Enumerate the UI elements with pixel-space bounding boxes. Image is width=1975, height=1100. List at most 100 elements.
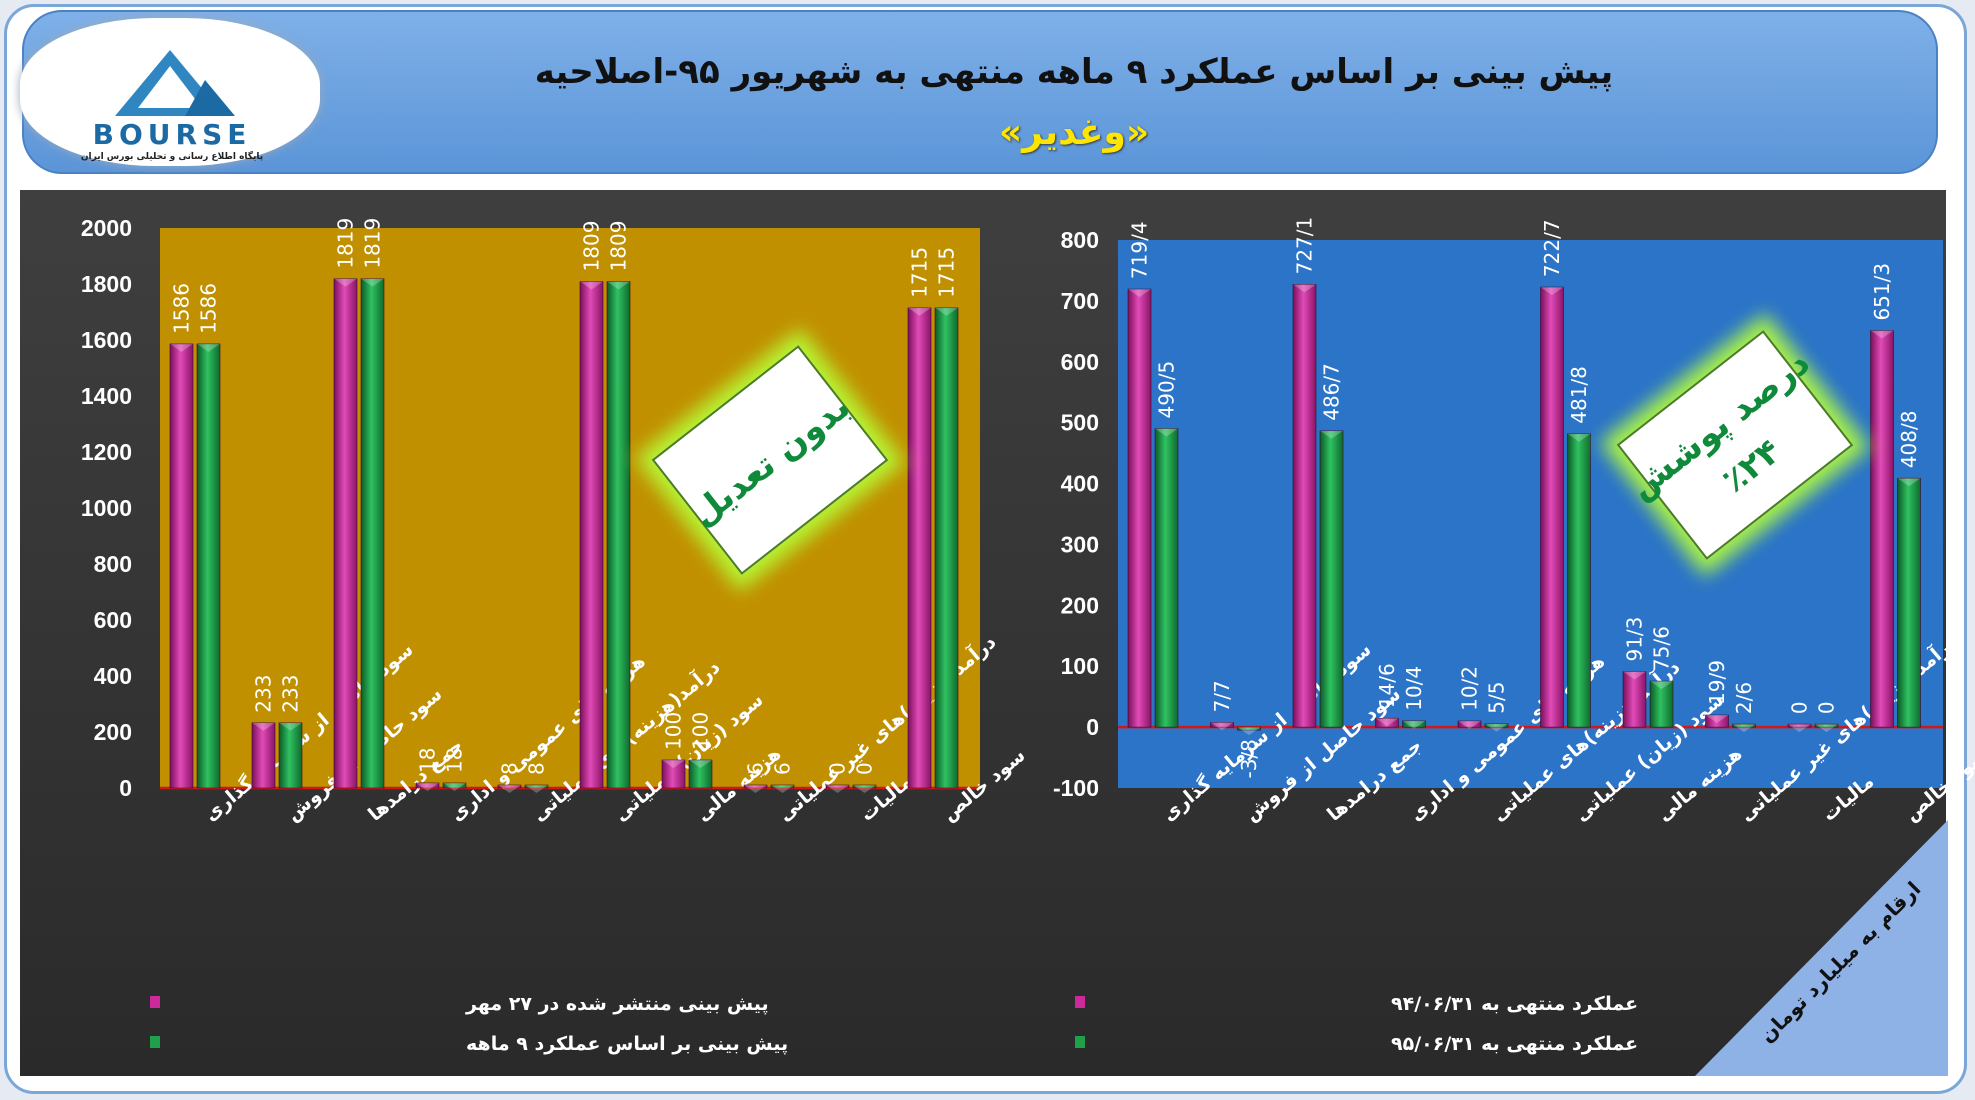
bar — [1705, 714, 1729, 728]
data-label: 481/8 — [1567, 366, 1591, 424]
bar-cap — [1458, 720, 1481, 729]
page-title: پیش بینی بر اساس عملکرد ۹ ماهه منتهی به … — [534, 52, 1614, 92]
y-tick-label: 200 — [94, 719, 132, 745]
y-tick-label: 1000 — [81, 495, 132, 521]
data-label: 8 — [525, 762, 549, 775]
data-label: 10/2 — [1458, 666, 1482, 711]
bar-cap — [1293, 284, 1316, 293]
bar-cap — [1128, 289, 1151, 298]
bar — [661, 759, 686, 789]
data-label: 719/4 — [1128, 221, 1152, 279]
bar-cap — [361, 278, 384, 287]
stamp: بدون تعدیل — [634, 328, 906, 592]
data-label: 1715 — [935, 247, 959, 298]
bar — [1787, 723, 1812, 728]
bar-cap — [1870, 330, 1894, 339]
data-label: 19/9 — [1705, 660, 1729, 705]
bar-cap — [1155, 428, 1178, 437]
bar — [333, 278, 358, 789]
legend-label: پیش بینی منتشر شده در ۲۷ مهر — [465, 993, 769, 1015]
data-label: 7/7 — [1210, 680, 1234, 712]
data-label: 1809 — [580, 221, 604, 272]
data-label: 18 — [443, 748, 467, 773]
y-tick-label: 600 — [94, 607, 132, 633]
bar — [852, 784, 877, 789]
stamp-box — [1616, 330, 1854, 560]
data-label: 0 — [1788, 701, 1812, 714]
bar — [1375, 717, 1399, 728]
y-tick-label: 1800 — [81, 271, 132, 297]
bar — [688, 759, 713, 789]
data-label: 408/8 — [1897, 411, 1921, 469]
bar — [415, 782, 440, 789]
stamp-box — [651, 345, 889, 575]
bar-cap — [1623, 671, 1646, 680]
data-label: 1819 — [334, 218, 358, 269]
y-tick-label: 100 — [1061, 653, 1099, 679]
y-tick-label: 800 — [94, 551, 132, 577]
y-tick-label: 1600 — [81, 327, 132, 353]
bar — [1457, 720, 1482, 728]
company-name: «وغدیر» — [998, 112, 1150, 153]
data-label: 2/6 — [1732, 682, 1756, 714]
bar — [442, 782, 467, 789]
bar — [360, 278, 385, 789]
bar-cap — [935, 307, 958, 316]
bar-cap — [771, 785, 794, 793]
bar-cap — [1375, 718, 1399, 727]
bar — [606, 281, 631, 789]
data-label: 1819 — [361, 218, 385, 269]
data-label: 0 — [853, 762, 877, 775]
data-label: -3/8 — [1237, 739, 1261, 778]
bar-cap — [197, 343, 220, 352]
bar-cap — [1540, 287, 1564, 296]
bar — [1154, 428, 1179, 728]
bar-cap — [416, 782, 439, 791]
legend-label: عملکرد منتهی به ۹۵/۰۶/۳۱ — [1391, 1033, 1638, 1055]
bar-cap — [1237, 727, 1261, 736]
bar — [1237, 726, 1261, 731]
bar — [1402, 720, 1426, 728]
legend-swatch — [150, 996, 160, 1008]
data-label: 233 — [279, 675, 303, 713]
data-label: 14/6 — [1375, 663, 1399, 708]
data-label: 0 — [1815, 701, 1839, 714]
data-label: 6 — [744, 762, 768, 775]
bar — [579, 281, 604, 789]
bar — [1622, 671, 1647, 728]
y-tick-label: 400 — [94, 663, 132, 689]
bar — [497, 784, 522, 789]
bar — [907, 307, 932, 789]
legend-swatch — [1075, 1036, 1085, 1048]
bar-cap — [607, 281, 630, 290]
bar — [743, 784, 768, 789]
bar — [169, 343, 194, 789]
data-label: 0 — [826, 762, 850, 775]
bar — [1649, 680, 1674, 728]
bar-cap — [580, 281, 603, 290]
bar-cap — [443, 782, 466, 791]
logo-tagline: پایگاه اطلاع رسانی و تحلیلی بورس ایران — [80, 152, 264, 162]
bar-cap — [1650, 681, 1673, 690]
data-label: 100 — [689, 712, 713, 750]
bar — [1897, 477, 1921, 728]
legend-swatch — [1075, 996, 1085, 1008]
data-label: 651/3 — [1870, 263, 1894, 321]
bar-cap — [1402, 720, 1426, 729]
data-label: 18 — [416, 748, 440, 773]
data-label: 490/5 — [1155, 361, 1179, 419]
bar — [1484, 723, 1509, 728]
data-label: 75/6 — [1650, 626, 1674, 671]
unit-note-corner — [1695, 820, 1948, 1076]
data-label: 233 — [252, 675, 276, 713]
bar-cap — [279, 722, 302, 731]
bar — [1732, 723, 1756, 728]
y-tick-label: 200 — [1061, 592, 1099, 618]
bar — [1292, 284, 1317, 728]
bar-cap — [1320, 430, 1343, 439]
bar-cap — [744, 785, 767, 793]
data-label: 1809 — [607, 221, 631, 272]
bar — [1127, 288, 1152, 728]
bar — [825, 784, 850, 789]
